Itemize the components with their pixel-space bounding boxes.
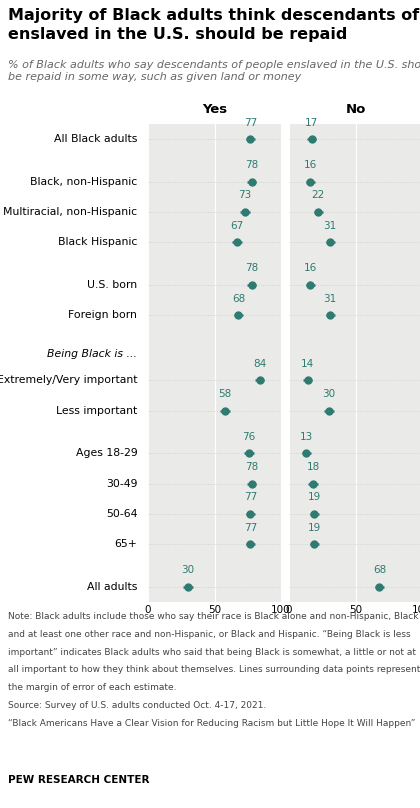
- Text: All Black adults: All Black adults: [54, 134, 137, 144]
- Text: 31: 31: [323, 293, 337, 304]
- Text: 50-64: 50-64: [106, 509, 137, 519]
- Text: 22: 22: [312, 191, 325, 200]
- Text: 78: 78: [245, 263, 258, 273]
- Text: 30: 30: [181, 566, 194, 575]
- Text: 77: 77: [244, 523, 257, 532]
- Text: PEW RESEARCH CENTER: PEW RESEARCH CENTER: [8, 775, 150, 785]
- Text: 19: 19: [307, 492, 321, 503]
- Text: Black, non-Hispanic: Black, non-Hispanic: [30, 177, 137, 187]
- Text: the margin of error of each estimate.: the margin of error of each estimate.: [8, 683, 176, 692]
- Text: 19: 19: [307, 523, 321, 532]
- Text: 18: 18: [306, 462, 320, 472]
- Text: 31: 31: [323, 221, 337, 231]
- Text: U.S. born: U.S. born: [87, 280, 137, 290]
- Text: Yes: Yes: [202, 103, 227, 116]
- Text: 30: 30: [322, 389, 336, 399]
- Text: Ages 18-29: Ages 18-29: [76, 448, 137, 458]
- Text: 14: 14: [301, 359, 314, 369]
- Text: No: No: [345, 103, 366, 116]
- Text: 68: 68: [232, 293, 245, 304]
- Text: Extremely/Very important: Extremely/Very important: [0, 376, 137, 385]
- Text: Majority of Black adults think descendants of people
enslaved in the U.S. should: Majority of Black adults think descendan…: [8, 8, 420, 41]
- Text: 84: 84: [253, 359, 266, 369]
- Text: important” indicates Black adults who said that being Black is somewhat, a littl: important” indicates Black adults who sa…: [8, 647, 416, 657]
- Text: Black Hispanic: Black Hispanic: [58, 238, 137, 247]
- Text: 77: 77: [244, 492, 257, 503]
- Text: 68: 68: [373, 566, 386, 575]
- Text: 16: 16: [304, 160, 317, 170]
- Text: Multiracial, non-Hispanic: Multiracial, non-Hispanic: [3, 207, 137, 217]
- Text: all important to how they think about themselves. Lines surrounding data points : all important to how they think about th…: [8, 665, 420, 675]
- Text: All adults: All adults: [87, 582, 137, 591]
- Text: “Black Americans Have a Clear Vision for Reducing Racism but Little Hope It Will: “Black Americans Have a Clear Vision for…: [8, 718, 415, 728]
- Text: 67: 67: [231, 221, 244, 231]
- Text: Note: Black adults include those who say their race is Black alone and non-Hispa: Note: Black adults include those who say…: [8, 612, 418, 621]
- Text: 58: 58: [218, 389, 232, 399]
- Text: 17: 17: [305, 118, 318, 128]
- Text: Less important: Less important: [56, 406, 137, 416]
- Text: 16: 16: [304, 263, 317, 273]
- Text: 30-49: 30-49: [106, 478, 137, 489]
- Text: Foreign born: Foreign born: [68, 310, 137, 320]
- Text: Source: Survey of U.S. adults conducted Oct. 4-17, 2021.: Source: Survey of U.S. adults conducted …: [8, 701, 266, 710]
- Text: % of Black adults who say descendants of people enslaved in the U.S. should
be r: % of Black adults who say descendants of…: [8, 60, 420, 82]
- Text: and at least one other race and non-Hispanic, or Black and Hispanic. “Being Blac: and at least one other race and non-Hisp…: [8, 629, 411, 639]
- Text: 78: 78: [245, 462, 258, 472]
- Text: 13: 13: [299, 431, 313, 442]
- Text: 73: 73: [239, 191, 252, 200]
- Text: Being Black is ...: Being Black is ...: [47, 349, 137, 359]
- Text: 78: 78: [245, 160, 258, 170]
- Text: 76: 76: [242, 431, 256, 442]
- Text: 65+: 65+: [115, 539, 137, 549]
- Text: 77: 77: [244, 118, 257, 128]
